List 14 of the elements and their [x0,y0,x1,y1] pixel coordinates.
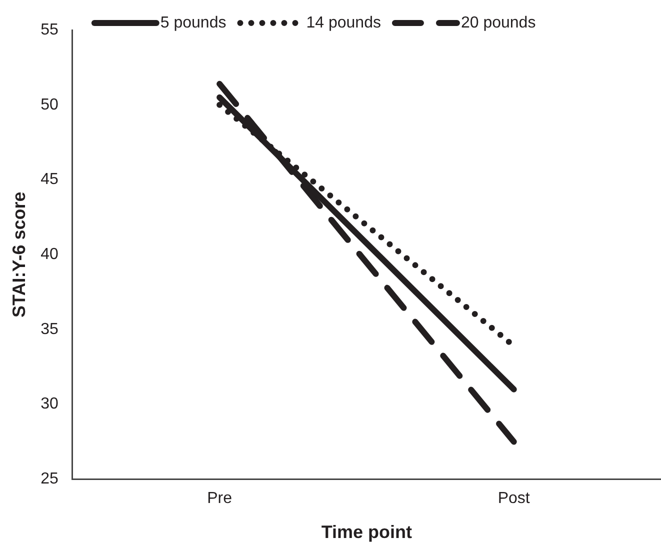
y-tick-label: 30 [40,396,58,413]
y-tick-label: 40 [40,246,58,264]
y-tick-label: 50 [40,96,58,114]
legend-label: 5 pounds [160,14,226,32]
legend-label: 14 pounds [306,14,381,32]
y-tick-label: 55 [40,21,58,38]
y-tick-label: 25 [40,470,58,488]
x-axis-title: Time point [321,522,412,542]
y-tick-label: 45 [40,171,58,188]
x-tick-label: Post [498,490,530,508]
legend-label: 20 pounds [460,14,536,32]
x-tick-label: Pre [207,490,232,508]
y-tick-label: 35 [40,320,58,338]
y-axis-title: STAI:Y-6 score [8,192,29,318]
